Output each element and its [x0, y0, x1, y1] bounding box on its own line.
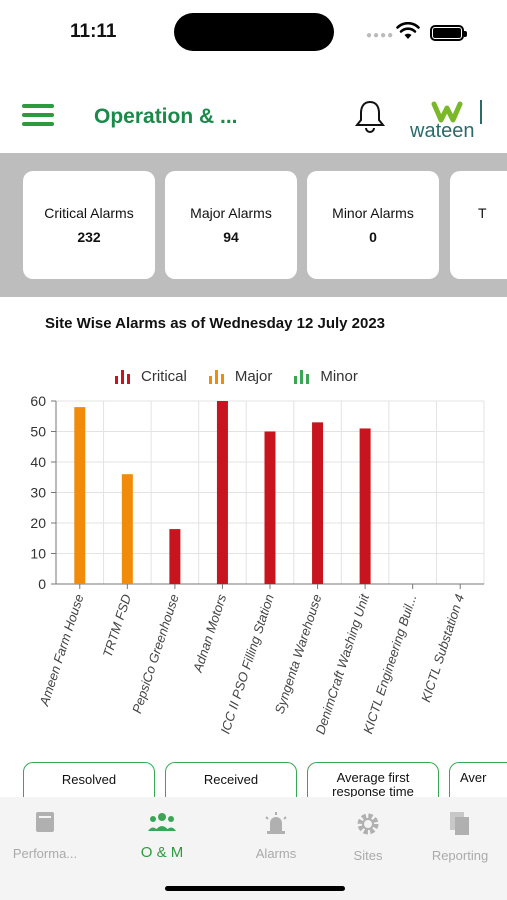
y-tick-label: 20: [30, 515, 46, 531]
dynamic-island: [174, 13, 334, 51]
home-indicator: [165, 886, 345, 891]
status-bar: 11:11 ●●●●: [0, 0, 507, 70]
y-tick-label: 60: [30, 393, 46, 409]
bottom-tab-bar: Performa... O & M Alarms Sites Reporting: [0, 797, 507, 900]
chart-title: Site Wise Alarms as of Wednesday 12 July…: [45, 315, 386, 332]
legend-label: Minor: [320, 368, 358, 385]
y-tick-label: 50: [30, 424, 46, 440]
y-tick-label: 10: [30, 546, 46, 562]
kpi-value: 0: [369, 229, 377, 245]
x-tick-label: KICTL Substation 4: [418, 592, 467, 704]
kpi-label: Critical Alarms: [44, 205, 134, 221]
response-stats-strip[interactable]: Resolved Received Average first response…: [0, 762, 507, 802]
x-tick-label: PepsiCo Greenhouse: [129, 592, 182, 715]
logo-mark-icon: [431, 100, 482, 126]
card-label: Aver: [460, 770, 487, 785]
logo-text: wateen: [410, 120, 475, 142]
legend-minor[interactable]: Minor: [294, 368, 358, 385]
minor-alarms-card[interactable]: Minor Alarms 0: [307, 171, 439, 279]
tab-alarms[interactable]: Alarms: [226, 811, 326, 861]
cellular-signal-icon: ●●●●: [366, 30, 395, 41]
team-icon: [148, 813, 176, 831]
alarm-summary-strip[interactable]: Critical Alarms 232 Major Alarms 94 Mino…: [0, 153, 507, 297]
kpi-label: Minor Alarms: [332, 205, 414, 221]
bar-critical: [169, 529, 181, 584]
bar-chart-icon: [294, 369, 310, 384]
total-alarms-card[interactable]: T: [450, 171, 507, 279]
tab-label: Reporting: [431, 848, 489, 863]
received-card[interactable]: Received: [165, 762, 297, 802]
app-header: Operation & ... wateen: [0, 90, 507, 146]
bar-chart-icon: [115, 369, 130, 384]
x-tick-label: DenimCraft Washing Unit: [312, 591, 372, 736]
tab-label: Sites: [353, 848, 383, 863]
bar-critical: [264, 431, 276, 584]
card-label-2: response time: [332, 784, 414, 799]
bar-major: [121, 474, 133, 584]
siren-icon: [265, 812, 287, 834]
tab-performance[interactable]: Performa...: [0, 811, 95, 861]
status-time: 11:11: [70, 21, 117, 42]
y-tick-label: 40: [30, 454, 46, 470]
bar-critical: [312, 422, 324, 584]
page-title: Operation & ...: [94, 105, 238, 128]
card-label: Resolved: [61, 772, 117, 787]
kpi-value: 94: [223, 229, 239, 245]
site-alarms-bar-chart: 0 10 20 30 40 50 60 Ameen Farm House TRTM FSDPep…: [30, 393, 485, 736]
tab-label: O & M: [140, 844, 184, 861]
avg-first-response-card[interactable]: Average first response time: [307, 762, 439, 802]
tab-label: Alarms: [255, 846, 297, 861]
x-tick-label: ICC II PSO Filling Station: [217, 592, 276, 735]
legend-label: Critical: [141, 368, 187, 385]
legend-major[interactable]: Major: [208, 368, 273, 385]
wateen-logo: wateen: [408, 98, 494, 144]
kpi-label: T: [478, 205, 487, 221]
tab-reporting[interactable]: Reporting: [410, 811, 507, 863]
resolved-card[interactable]: Resolved: [23, 762, 155, 802]
bar-critical: [216, 401, 228, 584]
x-tick-label: Syngenta Warehouse: [272, 592, 325, 715]
average-card[interactable]: Aver: [449, 762, 507, 802]
book-icon: [36, 812, 54, 832]
card-label: Received: [203, 772, 259, 787]
bell-icon[interactable]: [352, 98, 388, 134]
wifi-icon: [396, 22, 420, 39]
critical-alarms-card[interactable]: Critical Alarms 232: [23, 171, 155, 279]
tab-label: Performa...: [12, 846, 78, 861]
card-label: Average first: [336, 770, 410, 785]
bar-major: [74, 407, 86, 584]
legend-label: Major: [234, 368, 273, 385]
tab-sites[interactable]: Sites: [318, 811, 418, 863]
kpi-value: 232: [77, 229, 101, 245]
gear-icon: [357, 813, 379, 835]
hamburger-menu-icon[interactable]: [22, 104, 54, 130]
y-tick-label: 30: [30, 485, 46, 501]
bar-critical: [359, 428, 371, 584]
y-tick-label: 0: [38, 576, 46, 592]
battery-icon: [430, 25, 467, 41]
x-tick-label: Ameen Farm House: [36, 592, 87, 708]
tab-om[interactable]: O & M: [112, 811, 212, 861]
x-tick-label: TRTM FSD: [100, 592, 135, 659]
legend-critical[interactable]: Critical: [115, 368, 187, 385]
x-tick-label: KICTL Engineering Buil...: [360, 592, 419, 735]
documents-icon: [450, 812, 469, 835]
x-tick-label: Adnan Motors: [190, 592, 230, 675]
major-alarms-card[interactable]: Major Alarms 94: [165, 171, 297, 279]
kpi-label: Major Alarms: [190, 205, 272, 221]
bar-chart-icon: [208, 369, 224, 384]
chart-legend: Critical Major Minor: [115, 368, 358, 385]
